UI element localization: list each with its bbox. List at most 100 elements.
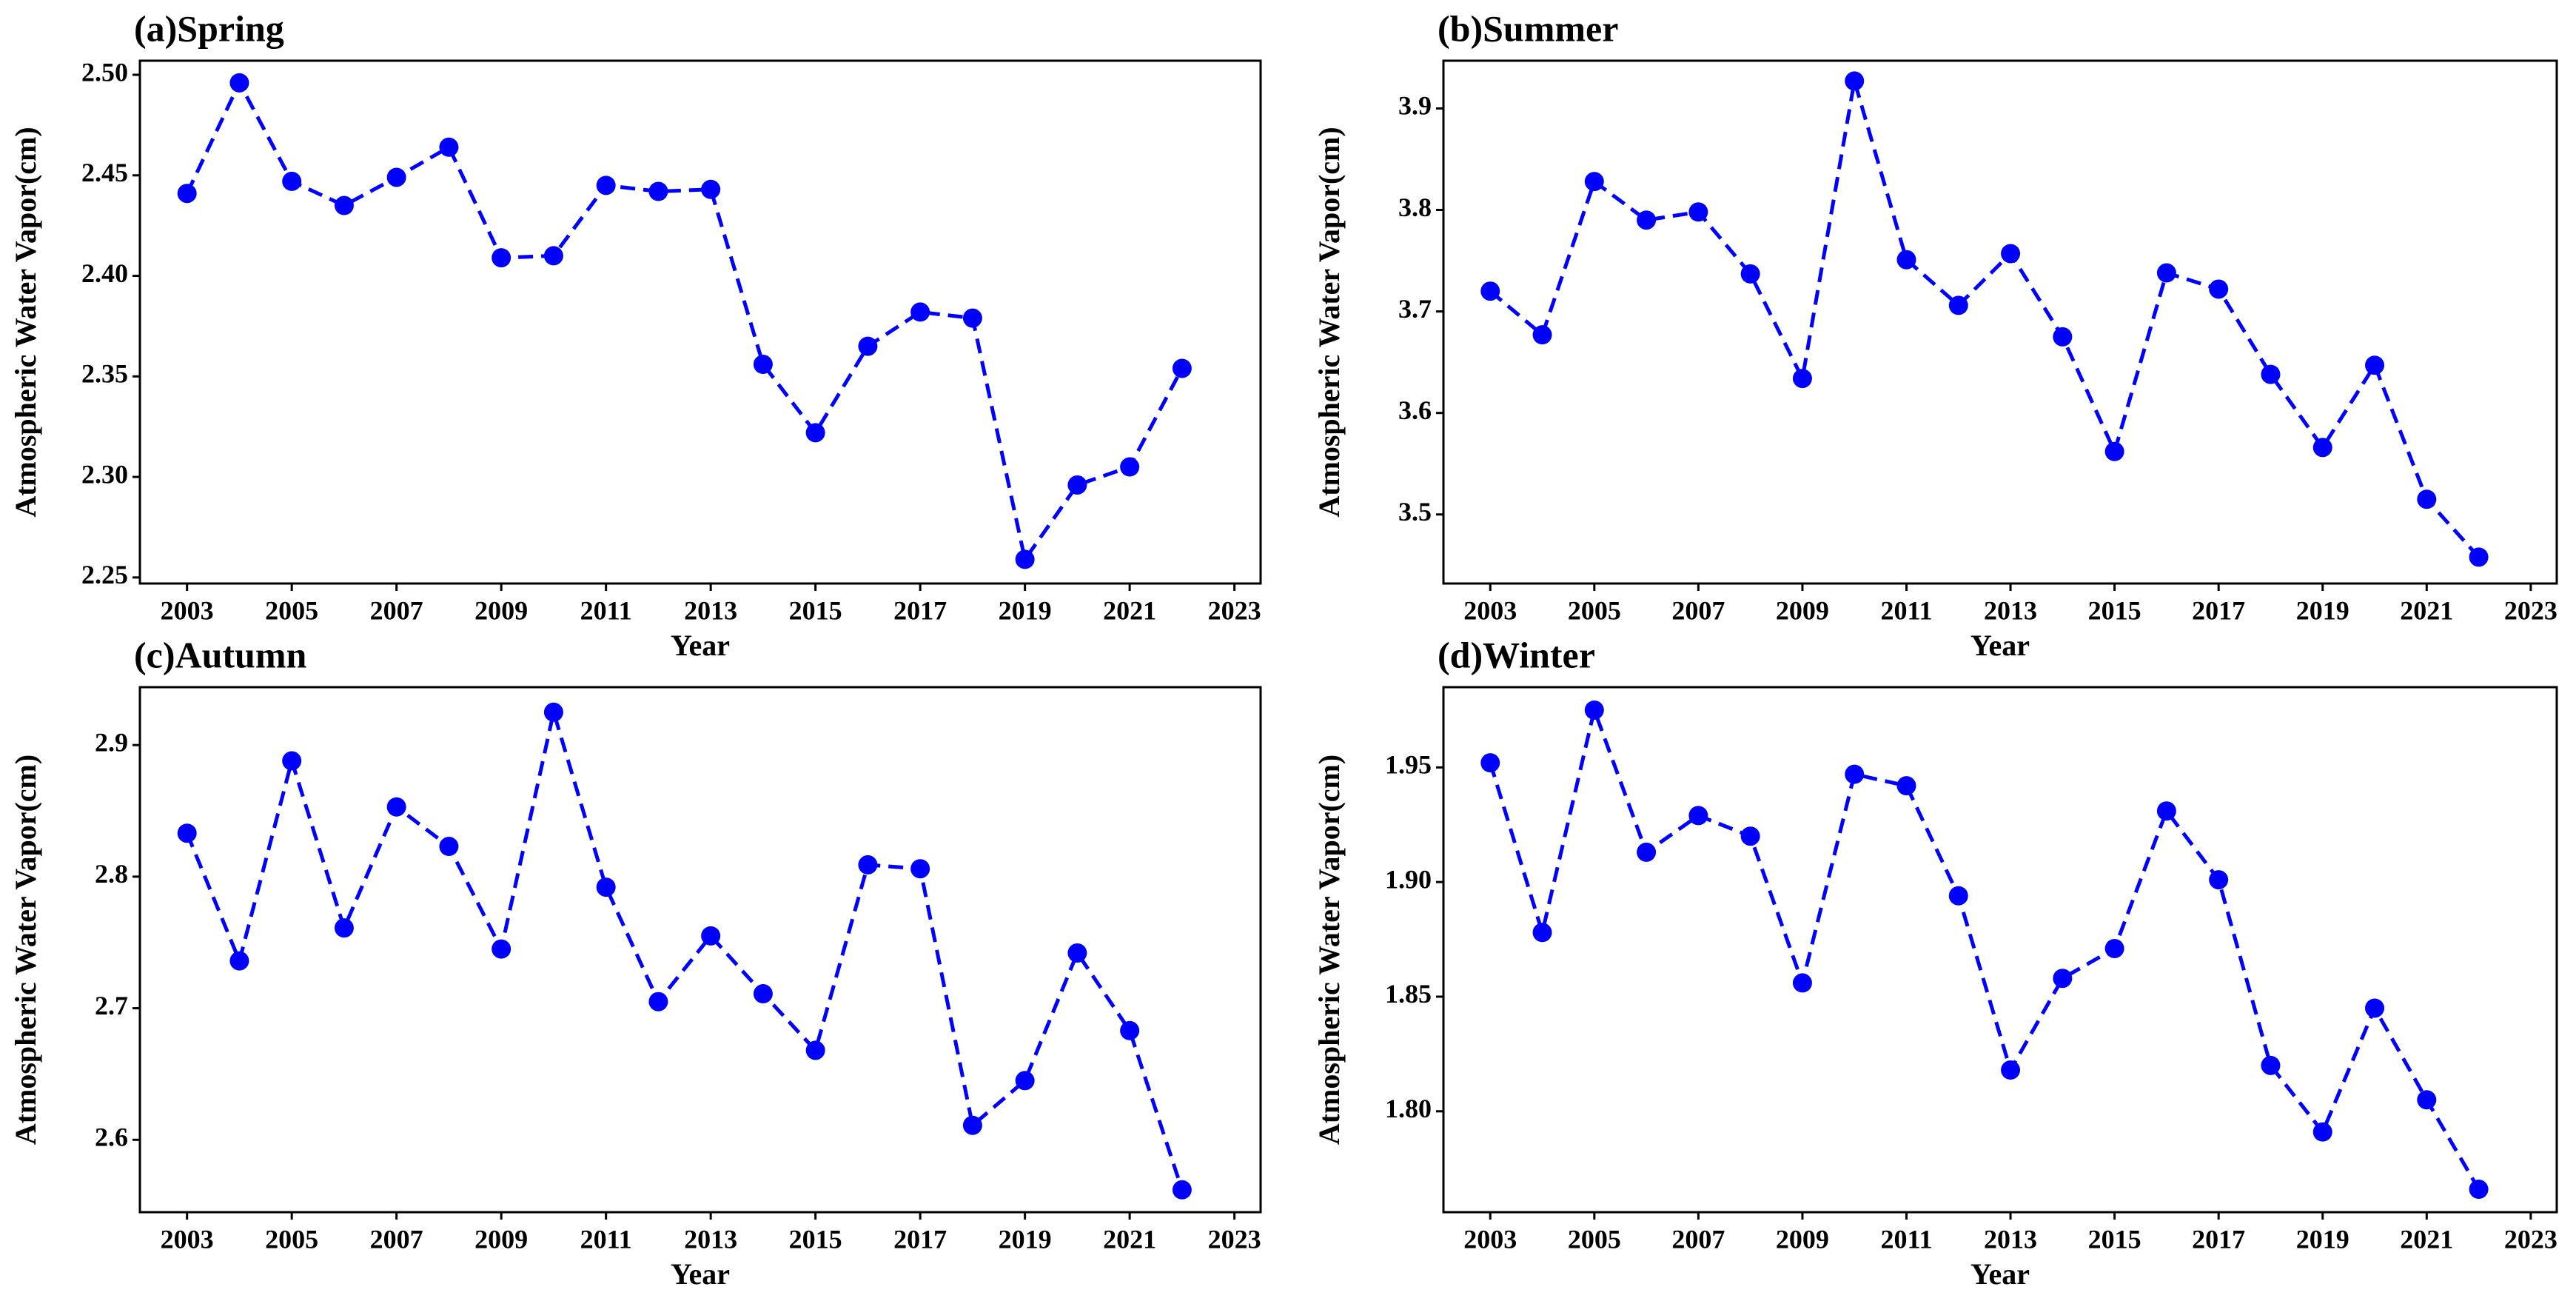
y-axis-label: Atmospheric Water Vapor(cm): [1312, 755, 1346, 1145]
x-tick-label: 2005: [265, 1224, 318, 1254]
data-point: [1172, 1180, 1192, 1200]
x-tick-label: 2009: [1776, 595, 1829, 625]
data-point: [1532, 325, 1552, 345]
data-point: [1688, 806, 1708, 826]
x-tick-label: 2015: [789, 595, 842, 625]
x-tick-label: 2013: [1984, 595, 2037, 625]
data-point: [701, 926, 721, 946]
data-line: [185, 78, 1184, 564]
data-point: [2365, 998, 2385, 1018]
x-tick-label: 2021: [2400, 1224, 2453, 1254]
data-point: [2261, 364, 2281, 384]
data-point: [1067, 943, 1087, 963]
x-tick-label: 2017: [893, 595, 947, 625]
data-point: [858, 855, 878, 875]
x-tick-label: 2011: [1880, 1224, 1932, 1254]
data-point: [2104, 441, 2124, 461]
data-point: [1845, 71, 1865, 91]
y-tick-label: 2.25: [81, 560, 128, 589]
x-tick-label: 2009: [474, 595, 528, 625]
data-line: [185, 704, 1184, 1191]
y-tick-label: 3.5: [1398, 497, 1432, 526]
x-axis-label: Year: [1970, 629, 2030, 662]
x-tick-label: 2015: [2088, 1224, 2141, 1254]
y-tick-label: 1.85: [1385, 979, 1432, 1009]
data-point: [2001, 1060, 2021, 1080]
plot-frame: [1442, 59, 2558, 585]
data-line: [1488, 703, 2481, 1191]
y-tick-label: 3.7: [1398, 294, 1432, 324]
data-point: [2469, 1180, 2489, 1200]
data-point: [229, 73, 249, 93]
data-point: [2469, 547, 2489, 567]
y-tick-label: 1.80: [1385, 1094, 1432, 1123]
data-point: [2312, 1122, 2332, 1142]
y-tick-label: 2.7: [95, 991, 128, 1020]
data-point: [1845, 764, 1865, 784]
x-axis-label: Year: [671, 1257, 730, 1291]
data-point: [1637, 210, 1657, 230]
x-tick-label: 2009: [1776, 1224, 1829, 1254]
x-tick-label: 2019: [999, 595, 1052, 625]
x-tick-label: 2007: [1671, 1224, 1725, 1254]
y-tick-label: 2.6: [95, 1123, 128, 1152]
data-point: [2001, 244, 2021, 264]
data-point: [334, 195, 354, 215]
data-point: [1740, 826, 1760, 846]
data-point: [648, 181, 668, 201]
x-tick-label: 2009: [474, 1224, 528, 1254]
x-tick-label: 2003: [161, 595, 214, 625]
x-tick-label: 2023: [2504, 1224, 2557, 1254]
x-tick-label: 2013: [1984, 1224, 2037, 1254]
data-point: [2261, 1055, 2281, 1075]
data-point: [1067, 475, 1087, 495]
data-point: [177, 823, 197, 843]
y-tick-label: 3.6: [1398, 395, 1432, 425]
data-point: [753, 355, 773, 375]
data-point: [2209, 870, 2229, 890]
data-point: [1120, 1020, 1140, 1040]
data-point: [543, 702, 563, 722]
plot-frame: [1442, 686, 2558, 1214]
data-point: [596, 877, 616, 897]
data-point: [1584, 700, 1604, 720]
data-point: [596, 175, 616, 195]
data-point: [1480, 753, 1500, 773]
data-point: [910, 859, 930, 879]
data-point: [1532, 923, 1552, 943]
y-tick-label: 2.45: [81, 158, 128, 187]
data-point: [1896, 776, 1916, 796]
x-tick-label: 2019: [2296, 595, 2349, 625]
x-tick-label: 2003: [1463, 1224, 1517, 1254]
chart-title: (d)Winter: [1438, 634, 1595, 675]
x-tick-label: 2011: [580, 1224, 632, 1254]
x-tick-label: 2023: [1208, 595, 1261, 625]
x-tick-label: 2017: [2192, 595, 2245, 625]
data-point: [2053, 327, 2073, 347]
x-tick-label: 2003: [1463, 595, 1517, 625]
x-tick-label: 2005: [265, 595, 318, 625]
x-tick-label: 2013: [684, 595, 737, 625]
y-tick-label: 1.95: [1385, 750, 1432, 780]
x-tick-label: 2015: [789, 1224, 842, 1254]
data-point: [492, 939, 511, 959]
y-axis-label: Atmospheric Water Vapor(cm): [9, 755, 42, 1145]
chart-title: (c)Autumn: [134, 634, 307, 675]
data-point: [492, 248, 511, 268]
data-point: [282, 751, 302, 771]
y-tick-label: 2.9: [95, 727, 128, 757]
data-point: [1480, 281, 1500, 301]
data-point: [753, 984, 773, 1004]
data-point: [1896, 250, 1916, 270]
data-point: [386, 797, 406, 817]
y-tick-label: 2.30: [81, 459, 128, 489]
x-tick-label: 2007: [370, 1224, 423, 1254]
x-tick-label: 2007: [370, 595, 423, 625]
x-tick-label: 2005: [1568, 1224, 1621, 1254]
y-axis-label: Atmospheric Water Vapor(cm): [9, 127, 42, 517]
data-point: [1120, 457, 1140, 477]
data-point: [2053, 969, 2073, 989]
data-point: [962, 1115, 982, 1135]
data-point: [1792, 369, 1812, 389]
